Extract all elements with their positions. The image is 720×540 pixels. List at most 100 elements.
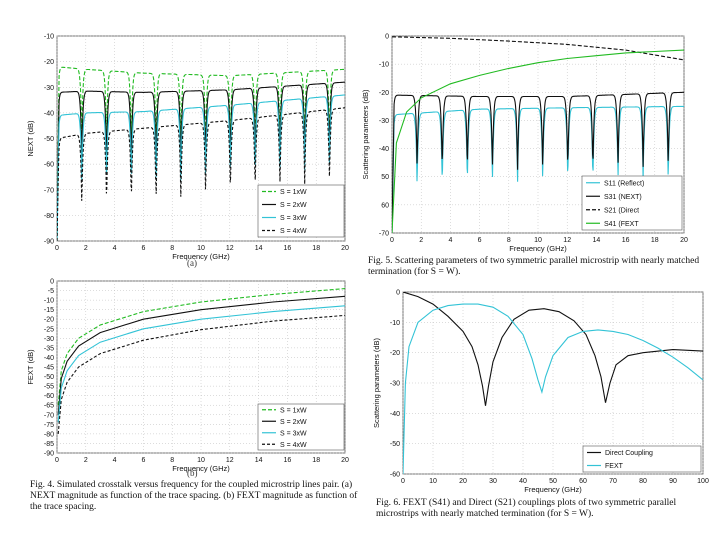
y-tick-label: -30	[44, 336, 54, 343]
y-tick-label: -60	[44, 393, 54, 400]
chart-scat2: 0 10 20 30 40 50 60 70 80 90 100 0 -10 -20 -30 -40 -50 -6…	[372, 290, 709, 495]
y-tick-label: -10	[379, 62, 389, 69]
x-tick-label: 40	[519, 478, 527, 485]
y-tick-label: 0	[396, 290, 400, 297]
y-tick-label: -5	[48, 288, 54, 295]
y-tick-label: -90	[44, 239, 54, 246]
series-line-0	[392, 105, 684, 233]
legend-box	[581, 175, 683, 231]
series-line-1	[403, 303, 703, 474]
x-tick-label: 6	[478, 237, 482, 244]
y-tick-label: -70	[44, 187, 54, 194]
x-tick-label: 14	[255, 457, 263, 464]
x-tick-label: 80	[639, 478, 647, 485]
y-tick-label: 60	[381, 202, 389, 209]
x-tick-label: 4	[113, 245, 117, 252]
x-tick-label: 12	[226, 245, 234, 252]
y-tick-label: -10	[44, 34, 54, 41]
x-tick-label: 2	[84, 245, 88, 252]
y-tick-label: -50	[44, 136, 54, 143]
fig4-a-label: (a)	[187, 258, 197, 268]
legend-label: S11 (Reflect)	[604, 180, 644, 187]
y-tick-label: -65	[44, 403, 54, 410]
x-tick-label: 6	[141, 457, 145, 464]
y-tick-label: -15	[44, 307, 54, 314]
series-line-1	[57, 295, 345, 415]
series-line-0	[57, 66, 345, 241]
legend-label: S41 (FEXT	[604, 221, 639, 228]
x-tick-label: 90	[669, 478, 677, 485]
x-tick-label: 12	[226, 457, 234, 464]
fig4-b-label: (b)	[187, 468, 198, 478]
y-tick-label: -25	[44, 326, 54, 333]
x-axis-label: Frequency (GHz)	[509, 244, 567, 253]
x-tick-label: 18	[312, 457, 320, 464]
legend-box	[257, 403, 345, 451]
y-tick-label: -20	[44, 317, 54, 324]
x-tick-label: 2	[84, 457, 88, 464]
y-tick-label: -80	[44, 431, 54, 438]
y-tick-label: -80	[44, 213, 54, 220]
x-tick-label: 0	[401, 478, 405, 485]
y-tick-label: -40	[44, 355, 54, 362]
legend-box	[257, 184, 345, 238]
x-tick-label: 50	[549, 478, 557, 485]
x-axis-label: Frequency (GHz)	[172, 464, 230, 473]
x-tick-label: 8	[170, 457, 174, 464]
chart-next: 0 2 4 6 8 10 12 14 16 18 20 -90 -80 -70 -60 -50 -40 -30 -2…	[26, 34, 349, 262]
y-axis-label: Scattering parameters (dB)	[361, 89, 370, 180]
y-tick-label: -70	[44, 412, 54, 419]
y-tick-label: -45	[44, 365, 54, 372]
y-tick-label: -30	[379, 118, 389, 125]
chart-scat1: 0 2 4 6 8 10 12 14 16 18 20 0 -10 -20 -30 -40 50 60 -70 Fre…	[361, 34, 688, 254]
x-tick-label: 18	[651, 237, 659, 244]
x-tick-label: 20	[459, 478, 467, 485]
x-tick-label: 10	[429, 478, 437, 485]
x-tick-label: 14	[593, 237, 601, 244]
x-tick-label: 12	[563, 237, 571, 244]
y-tick-label: -10	[390, 320, 400, 327]
y-tick-label: -75	[44, 422, 54, 429]
legend-label: S = 1xW	[280, 189, 307, 196]
series-line-2	[392, 36, 684, 61]
series-line-3	[57, 107, 345, 241]
legend-label: S = 1xW	[280, 407, 307, 414]
y-tick-label: -60	[390, 472, 400, 479]
x-tick-label: 20	[341, 245, 349, 252]
y-tick-label: -50	[390, 441, 400, 448]
legend-box	[582, 445, 702, 473]
x-tick-label: 0	[390, 237, 394, 244]
x-tick-label: 100	[697, 478, 709, 485]
x-tick-label: 30	[489, 478, 497, 485]
fig5-caption: Fig. 5. Scattering parameters of two sym…	[368, 256, 700, 277]
y-tick-label: -40	[379, 146, 389, 153]
series-line-2	[57, 94, 345, 241]
y-tick-label: -10	[44, 298, 54, 305]
y-tick-label: -60	[44, 162, 54, 169]
y-tick-label: 50	[381, 174, 389, 181]
legend-label: S = 3xW	[280, 430, 307, 437]
legend: S11 (Reflect) S31 (NEXT) S21 (Direct S41 (F…	[581, 175, 683, 231]
x-tick-label: 10	[197, 245, 205, 252]
fig6-caption: Fig. 6. FEXT (S41) and Direct (S21) coup…	[376, 498, 677, 519]
x-tick-label: 18	[312, 245, 320, 252]
series-line-3	[392, 49, 684, 233]
x-axis-label: Frequency (GHz)	[524, 485, 582, 494]
series-line-0	[403, 292, 703, 406]
fig4-caption: Fig. 4. Simulated crosstalk versus frequ…	[30, 480, 358, 512]
chart-fext: 0 2 4 6 8 10 12 14 16 18 20 0 -5 -10 -15 -20 -25 -30 -35 -4…	[26, 279, 349, 474]
y-tick-label: -30	[44, 85, 54, 92]
x-tick-label: 10	[534, 237, 542, 244]
legend: S = 1xW S = 2xW S = 3xW S = 4xW	[257, 184, 345, 238]
x-tick-label: 16	[284, 245, 292, 252]
legend: S = 1xW S = 2xW S = 3xW S = 4xW	[257, 403, 345, 451]
legend-label: S = 4xW	[280, 442, 307, 449]
series-line-3	[57, 314, 345, 434]
y-tick-label: -40	[390, 411, 400, 418]
y-axis-label: NEXT (dB)	[26, 120, 35, 157]
series-line-1	[57, 81, 345, 241]
x-tick-label: 70	[609, 478, 617, 485]
y-tick-label: -20	[390, 350, 400, 357]
y-axis-label: Scattering parameters (dB)	[372, 337, 381, 428]
